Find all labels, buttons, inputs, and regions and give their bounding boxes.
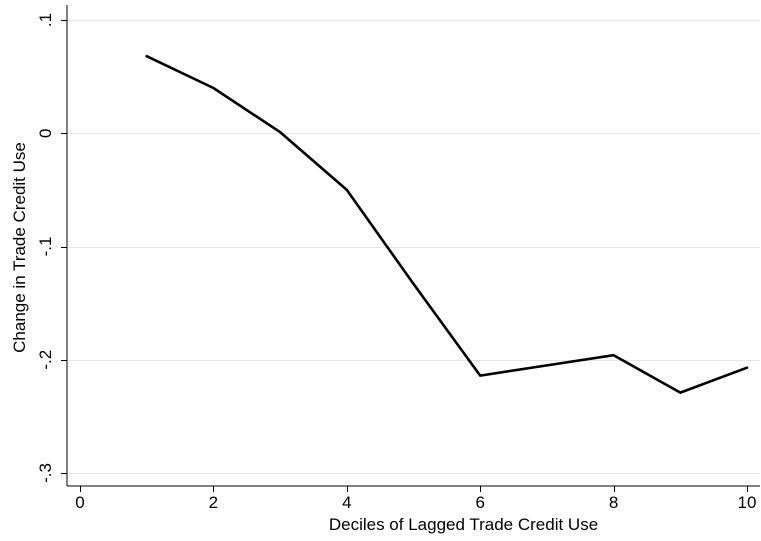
y-tick-label-0: .1 [36, 13, 55, 27]
x-tick-label-0: 0 [75, 493, 84, 512]
x-ticks: 0 2 4 6 8 10 [75, 486, 756, 512]
y-tick-label-3: -.2 [36, 350, 55, 370]
x-axis-title: Deciles of Lagged Trade Credit Use [329, 515, 598, 534]
y-tick-label-2: -.1 [36, 237, 55, 257]
series [145, 54, 749, 394]
y-axis-title: Change in Trade Credit Use [10, 142, 29, 353]
y-ticks: .1 0 -.1 -.2 -.3 [36, 13, 67, 483]
axes [66, 5, 760, 487]
y-tick-label-1: 0 [36, 129, 55, 138]
x-tick-label-4: 8 [609, 493, 618, 512]
x-tick-label-1: 2 [209, 493, 218, 512]
x-tick-label-5: 10 [738, 493, 757, 512]
x-tick-label-2: 4 [342, 493, 351, 512]
x-tick-label-3: 6 [475, 493, 484, 512]
grid [67, 20, 760, 474]
y-tick-label-4: -.3 [36, 463, 55, 483]
series-line-0 [145, 54, 749, 394]
